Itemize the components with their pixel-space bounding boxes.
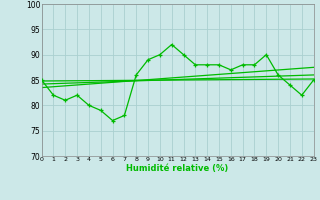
X-axis label: Humidité relative (%): Humidité relative (%) (126, 164, 229, 173)
